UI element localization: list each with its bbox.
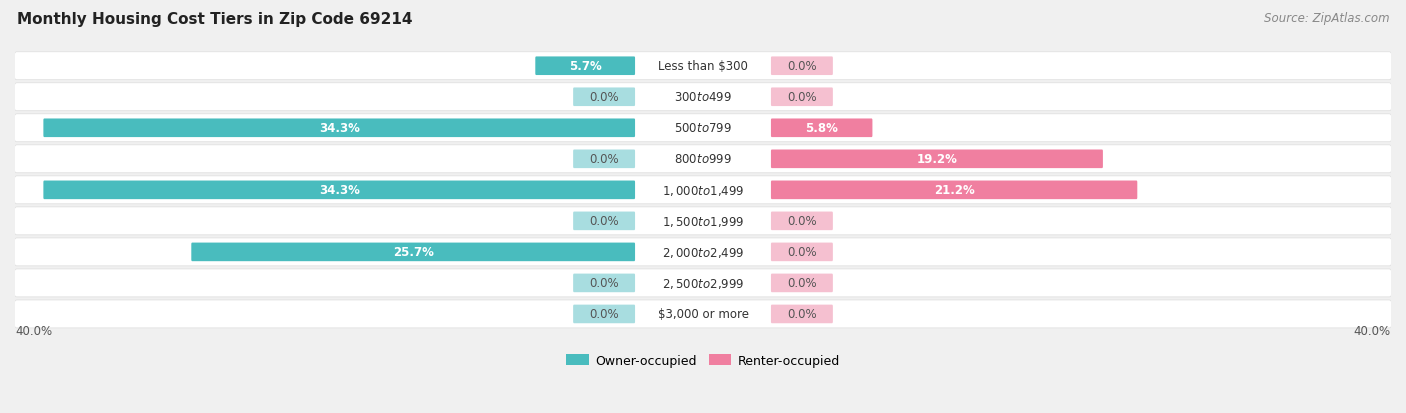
FancyBboxPatch shape: [14, 269, 1392, 297]
FancyBboxPatch shape: [574, 88, 636, 107]
Text: 25.7%: 25.7%: [392, 246, 433, 259]
Text: 0.0%: 0.0%: [589, 91, 619, 104]
Text: $2,000 to $2,499: $2,000 to $2,499: [662, 245, 744, 259]
FancyBboxPatch shape: [14, 176, 1392, 204]
Text: 21.2%: 21.2%: [934, 184, 974, 197]
FancyBboxPatch shape: [574, 150, 636, 169]
Text: $3,000 or more: $3,000 or more: [658, 308, 748, 320]
FancyBboxPatch shape: [44, 119, 636, 138]
Text: 5.8%: 5.8%: [806, 122, 838, 135]
FancyBboxPatch shape: [14, 83, 1392, 112]
FancyBboxPatch shape: [14, 238, 1392, 266]
FancyBboxPatch shape: [14, 52, 1392, 81]
FancyBboxPatch shape: [770, 181, 1137, 199]
Text: 0.0%: 0.0%: [787, 215, 817, 228]
Text: Monthly Housing Cost Tiers in Zip Code 69214: Monthly Housing Cost Tiers in Zip Code 6…: [17, 12, 412, 27]
Text: $2,500 to $2,999: $2,500 to $2,999: [662, 276, 744, 290]
FancyBboxPatch shape: [770, 305, 832, 323]
Text: 0.0%: 0.0%: [589, 215, 619, 228]
Text: 0.0%: 0.0%: [787, 91, 817, 104]
Text: Source: ZipAtlas.com: Source: ZipAtlas.com: [1264, 12, 1389, 25]
Text: 0.0%: 0.0%: [787, 60, 817, 73]
FancyBboxPatch shape: [770, 150, 1102, 169]
FancyBboxPatch shape: [536, 57, 636, 76]
Text: 40.0%: 40.0%: [1354, 325, 1391, 338]
FancyBboxPatch shape: [770, 274, 832, 292]
Text: 0.0%: 0.0%: [787, 308, 817, 320]
FancyBboxPatch shape: [191, 243, 636, 261]
Text: 0.0%: 0.0%: [589, 153, 619, 166]
FancyBboxPatch shape: [574, 305, 636, 323]
FancyBboxPatch shape: [770, 212, 832, 230]
FancyBboxPatch shape: [770, 243, 832, 261]
Legend: Owner-occupied, Renter-occupied: Owner-occupied, Renter-occupied: [561, 349, 845, 372]
Text: 5.7%: 5.7%: [569, 60, 602, 73]
Text: $500 to $799: $500 to $799: [673, 122, 733, 135]
FancyBboxPatch shape: [574, 274, 636, 292]
Text: $1,500 to $1,999: $1,500 to $1,999: [662, 214, 744, 228]
FancyBboxPatch shape: [770, 119, 872, 138]
Text: 0.0%: 0.0%: [589, 277, 619, 290]
Text: 0.0%: 0.0%: [787, 277, 817, 290]
Text: 0.0%: 0.0%: [589, 308, 619, 320]
FancyBboxPatch shape: [770, 88, 832, 107]
Text: $1,000 to $1,499: $1,000 to $1,499: [662, 183, 744, 197]
Text: $300 to $499: $300 to $499: [673, 91, 733, 104]
FancyBboxPatch shape: [44, 181, 636, 199]
FancyBboxPatch shape: [14, 300, 1392, 328]
Text: 40.0%: 40.0%: [15, 325, 52, 338]
Text: 34.3%: 34.3%: [319, 184, 360, 197]
Text: $800 to $999: $800 to $999: [673, 153, 733, 166]
FancyBboxPatch shape: [14, 145, 1392, 173]
Text: 34.3%: 34.3%: [319, 122, 360, 135]
Text: 0.0%: 0.0%: [787, 246, 817, 259]
FancyBboxPatch shape: [14, 114, 1392, 142]
FancyBboxPatch shape: [14, 207, 1392, 235]
Text: 19.2%: 19.2%: [917, 153, 957, 166]
FancyBboxPatch shape: [770, 57, 832, 76]
FancyBboxPatch shape: [574, 212, 636, 230]
Text: Less than $300: Less than $300: [658, 60, 748, 73]
